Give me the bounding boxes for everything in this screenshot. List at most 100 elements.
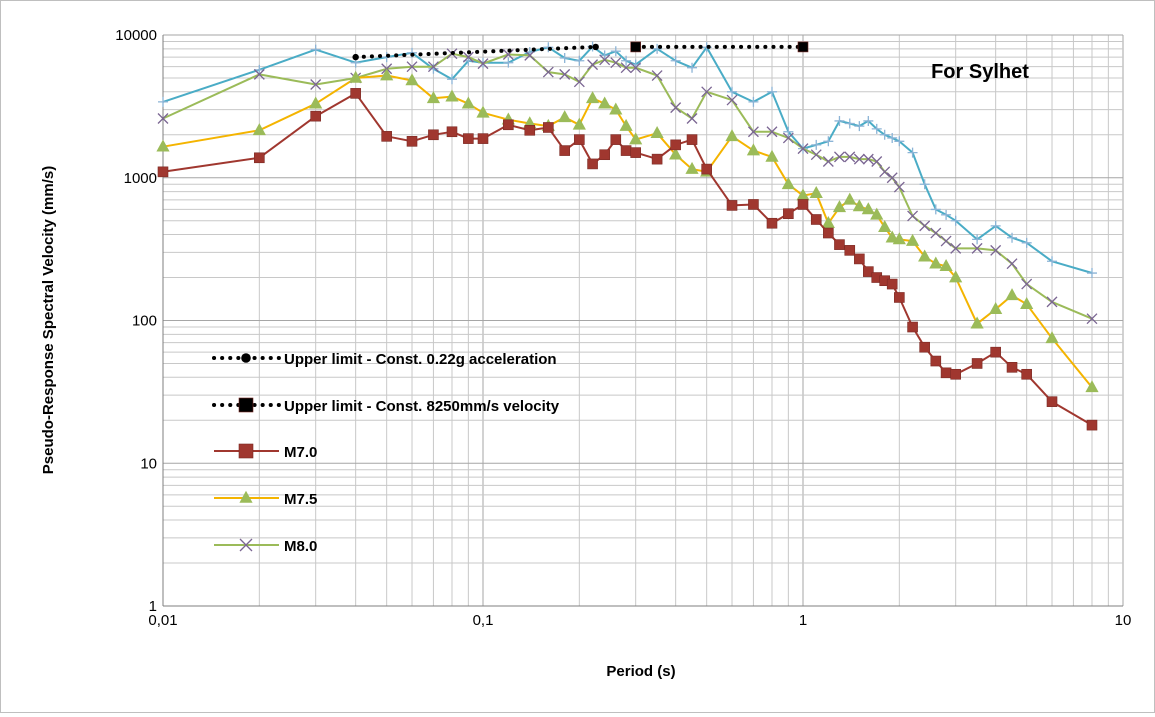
data-point: [971, 242, 983, 254]
data-point: [524, 49, 536, 61]
data-point: [1046, 396, 1058, 407]
data-point: [620, 145, 632, 156]
data-point: [310, 44, 321, 55]
data-point: [621, 55, 632, 66]
data-point: [971, 358, 983, 369]
data-point: [940, 235, 952, 247]
data-point: [587, 158, 598, 170]
data-point: [254, 64, 265, 75]
y-tick-label: 10000: [115, 27, 157, 44]
data-point: [870, 207, 884, 220]
data-point: [406, 136, 418, 147]
y-tick-label: 100: [132, 313, 157, 330]
data-point: [543, 122, 554, 133]
data-point: [918, 249, 932, 262]
data-point: [1045, 331, 1059, 344]
data-point: [844, 151, 856, 163]
data-point: [650, 126, 664, 139]
data-point: [1006, 362, 1018, 373]
data-point: [598, 96, 612, 109]
legend: Upper limit - Const. 0.22g acceleration U…: [212, 351, 560, 555]
data-point: [630, 62, 642, 74]
data-point: [686, 134, 698, 145]
data-point: [670, 55, 681, 66]
data-point: [726, 200, 738, 211]
data-point: [823, 136, 834, 147]
data-point: [972, 234, 983, 245]
data-point: [863, 115, 874, 126]
data-point: [930, 355, 942, 367]
data-point: [573, 76, 585, 88]
data-point: [685, 161, 699, 174]
data-point: [746, 143, 761, 156]
data-point: [930, 227, 942, 239]
data-point: [687, 62, 698, 73]
data-point: [670, 139, 681, 151]
data-point: [630, 41, 641, 53]
data-point: [701, 86, 713, 98]
data-point: [559, 68, 571, 80]
series-2: [630, 41, 809, 53]
data-point: [941, 209, 952, 220]
data-point: [599, 54, 611, 66]
data-point: [852, 199, 866, 212]
data-point: [349, 70, 363, 83]
chart-annotation: For Sylhet: [931, 61, 1029, 83]
legend-entry-5: M8.0: [214, 538, 317, 555]
data-point: [477, 133, 489, 144]
x-tick-label: 1: [799, 612, 807, 629]
data-point: [919, 179, 930, 190]
data-point: [572, 117, 586, 130]
data-point: [853, 153, 865, 165]
data-point: [559, 145, 570, 156]
data-point: [940, 367, 952, 379]
data-point: [854, 253, 865, 265]
legend-label: M7.5: [284, 491, 317, 508]
legend-entry-3: M7.0: [214, 443, 317, 461]
data-point: [811, 139, 822, 150]
data-point: [610, 134, 622, 145]
data-point: [630, 147, 641, 158]
data-point: [797, 143, 809, 155]
data-point: [610, 57, 622, 69]
data-point: [241, 353, 251, 363]
series-1: [352, 43, 599, 61]
data-point: [254, 152, 265, 164]
data-point: [239, 538, 253, 552]
data-point: [350, 88, 361, 99]
data-point: [651, 70, 663, 82]
data-point: [405, 73, 419, 86]
legend-entry-1: Upper limit - Const. 0.22g acceleration: [212, 351, 557, 368]
data-point: [686, 113, 698, 124]
data-point: [157, 113, 169, 124]
data-point: [832, 200, 847, 213]
data-point: [950, 215, 961, 226]
data-point: [834, 115, 845, 126]
data-point: [990, 346, 1001, 358]
legend-entry-4: M7.5: [214, 490, 317, 508]
data-point: [406, 61, 418, 73]
data-point: [239, 490, 253, 503]
data-point: [990, 220, 1001, 231]
data-point: [919, 341, 930, 353]
data-point: [669, 147, 683, 160]
data-point: [352, 53, 359, 61]
data-point: [861, 202, 875, 215]
data-point: [725, 129, 739, 142]
data-point: [726, 94, 738, 106]
series-5: [157, 48, 1098, 325]
data-point: [821, 216, 835, 229]
data-point: [797, 199, 809, 210]
data-point: [930, 204, 941, 215]
data-point: [156, 139, 170, 152]
data-point: [1020, 297, 1034, 310]
legend-label: Upper limit - Const. 0.22g acceleration: [284, 351, 557, 368]
data-point: [878, 220, 892, 233]
data-point: [599, 50, 610, 61]
data-point: [796, 188, 810, 201]
data-point: [810, 149, 822, 161]
data-point: [781, 177, 795, 190]
x-tick-label: 10: [1115, 612, 1132, 629]
data-point: [809, 185, 823, 198]
data-point: [701, 163, 712, 175]
